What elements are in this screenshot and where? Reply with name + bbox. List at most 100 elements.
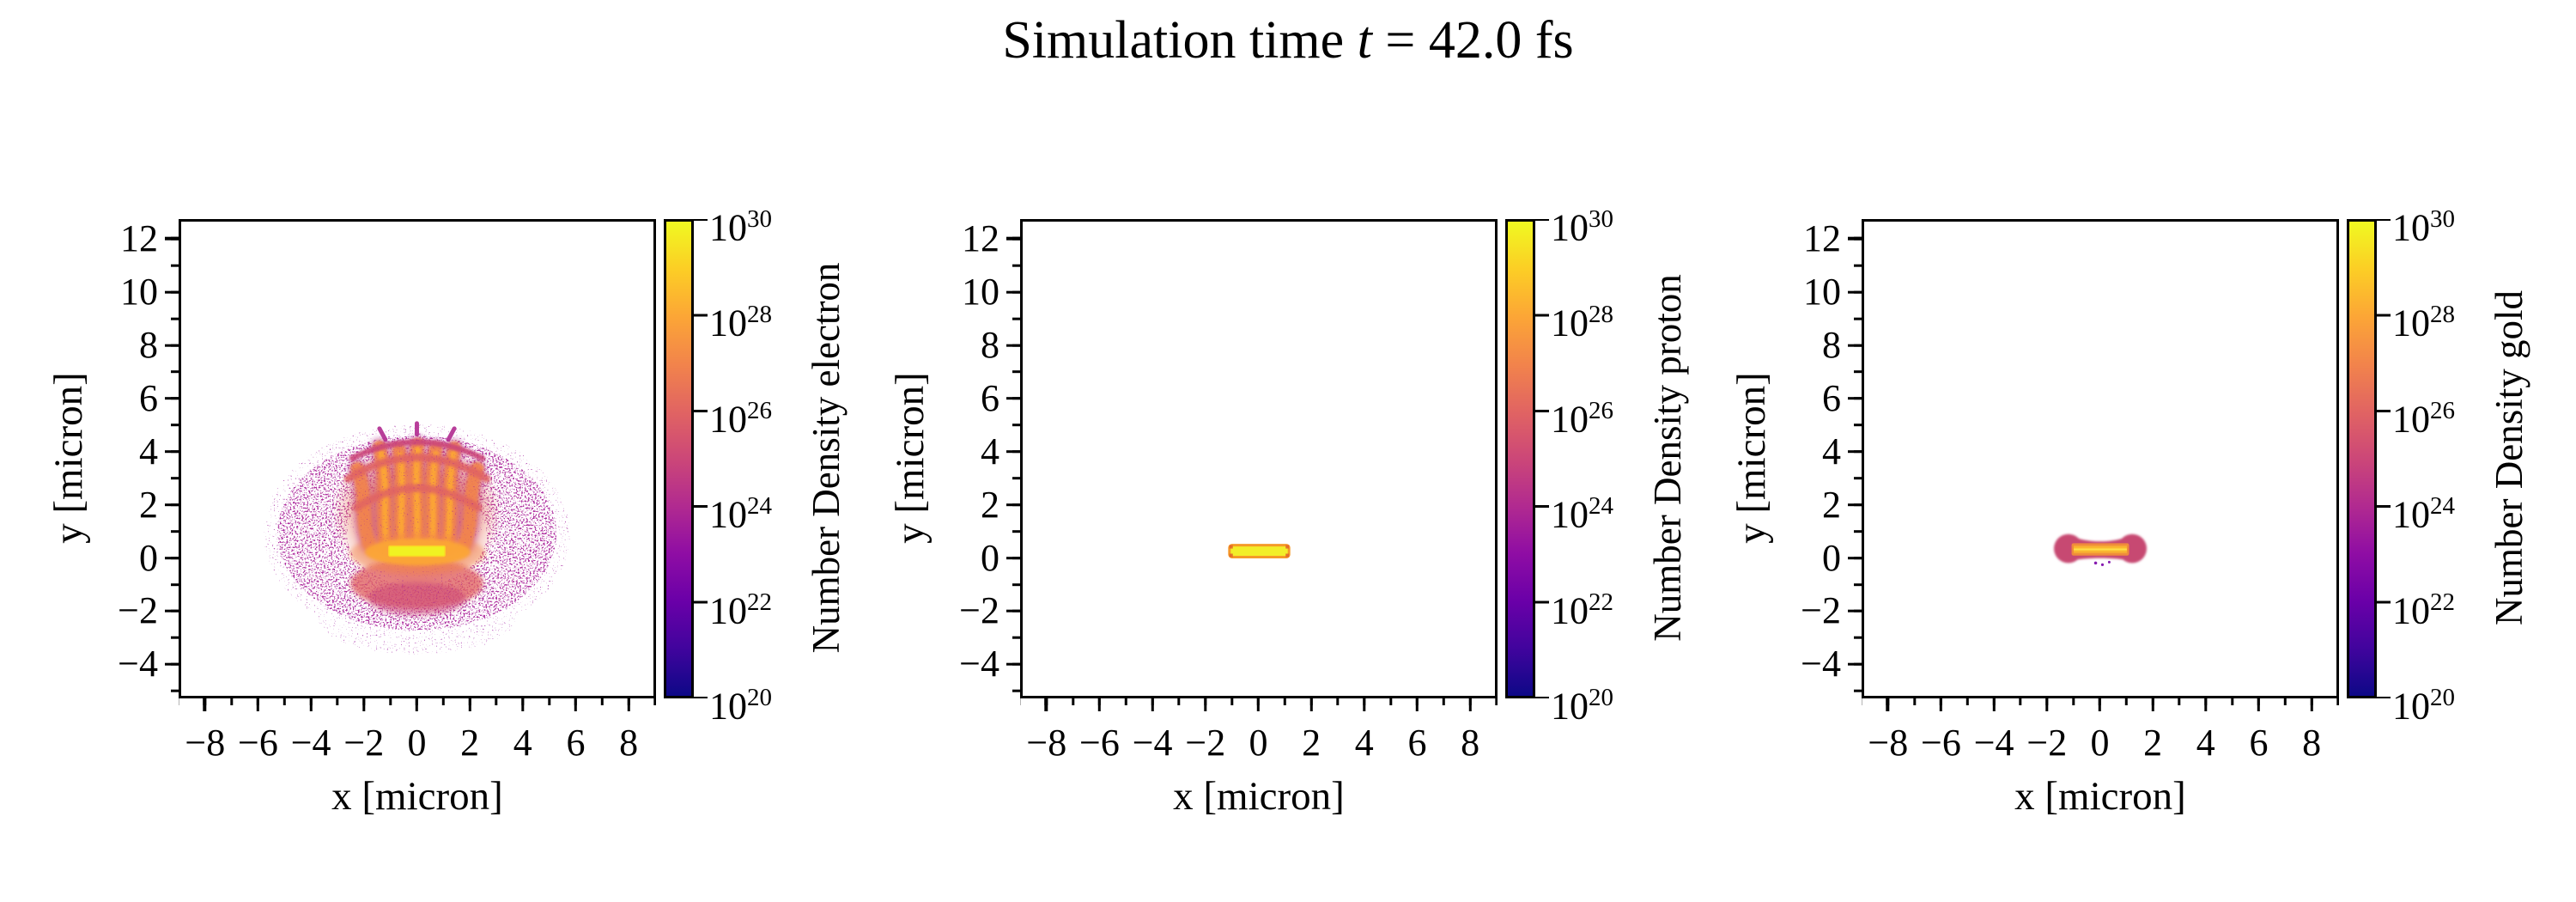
colorbar-tick-label: 1022	[2392, 588, 2455, 632]
y-tick-label: −2	[1801, 589, 1841, 632]
x-axis-label: x [micron]	[2014, 774, 2186, 819]
colorbar-tick-label: 1024	[709, 492, 772, 536]
colorbar-tick-label: 1030	[2392, 205, 2455, 249]
x-tick-label: 4	[1354, 722, 1374, 764]
colorbar-tick-label: 1022	[1551, 588, 1613, 632]
x-axis-minor-ticks	[1020, 698, 1498, 705]
y-tick-label: −4	[118, 643, 158, 686]
x-axis-minor-ticks	[179, 698, 656, 705]
x-tick-label: 4	[2196, 722, 2215, 764]
y-tick-label: 10	[962, 271, 999, 314]
y-axis-minor-ticks	[171, 219, 179, 698]
y-tick-label: −2	[959, 589, 999, 632]
x-tick-label: 0	[2090, 722, 2110, 764]
x-tick-label: −4	[290, 722, 331, 764]
colorbar-tick-label: 1026	[1551, 396, 1613, 441]
electron-target-bar	[349, 533, 486, 575]
panel-proton: y [micron] 12 10 8 6 4 2 0 −2 −4 −8 −6 −4 −2 0 2 4 6 8 x…	[841, 0, 1689, 902]
x-tick-label: 6	[2249, 722, 2269, 764]
colorbar-tick-label: 1022	[709, 588, 772, 632]
y-tick-label: 0	[1822, 536, 1841, 579]
y-tick-label: 8	[139, 323, 158, 366]
colorbar-tick-label: 1020	[709, 683, 772, 728]
x-tick-label: 0	[407, 722, 427, 764]
colorbar-ticks	[2377, 219, 2391, 698]
density-map-gold	[2053, 533, 2148, 566]
colorbar-ticks	[694, 219, 708, 698]
colorbar-tick-label: 1028	[1551, 301, 1613, 345]
x-tick-label: −6	[1921, 722, 1961, 764]
colorbar-label: Number Density proton	[1646, 274, 1689, 642]
y-tick-label: 2	[1822, 483, 1841, 526]
y-axis-minor-ticks	[1012, 219, 1020, 698]
colorbar-tick-label: 1020	[1551, 683, 1613, 728]
x-tick-label: 2	[2143, 722, 2163, 764]
x-tick-label: −2	[2026, 722, 2068, 764]
proton-target-bar	[1228, 544, 1291, 558]
x-tick-label: 8	[2302, 722, 2322, 764]
y-tick-label: 12	[962, 217, 999, 260]
y-tick-label: −4	[959, 643, 999, 686]
x-tick-label: 8	[1461, 722, 1480, 764]
colorbar-tick-labels: 1030 1028 1026 1024 1022 1020	[1551, 205, 1671, 728]
x-axis-tick-labels: −8 −6 −4 −2 0 2 4 6 8	[179, 720, 656, 768]
x-tick-label: −8	[1868, 722, 1909, 764]
y-tick-label: 8	[1822, 323, 1841, 366]
colorbar-tick-label: 1028	[2392, 301, 2455, 345]
x-tick-label: 2	[1302, 722, 1321, 764]
colorbar-tick-label: 1028	[709, 301, 772, 345]
x-tick-label: −6	[1079, 722, 1120, 764]
figure-title-pre: Simulation time	[1002, 11, 1358, 70]
y-tick-label: 0	[981, 536, 999, 579]
y-tick-label: 10	[120, 271, 158, 314]
colorbar-tick-label: 1026	[709, 396, 772, 441]
y-tick-label: 12	[1803, 217, 1841, 260]
y-tick-label: 4	[981, 430, 999, 472]
x-tick-label: 6	[566, 722, 586, 764]
colorbar-tick-label: 1024	[1551, 492, 1613, 536]
colorbar-gradient	[666, 222, 691, 696]
x-tick-label: 4	[513, 722, 532, 764]
electron-top-spikes	[377, 421, 457, 442]
x-tick-label: 8	[619, 722, 639, 764]
y-tick-label: 6	[139, 376, 158, 419]
x-tick-label: −8	[185, 722, 226, 764]
colorbar-ticks	[1535, 219, 1549, 698]
x-tick-label: −4	[1973, 722, 2014, 764]
y-axis-minor-ticks	[1854, 219, 1862, 698]
colorbar-tick-label: 1030	[1551, 205, 1613, 249]
y-tick-label: 10	[1803, 271, 1841, 314]
colorbar-tick-labels: 1030 1028 1026 1024 1022 1020	[2392, 205, 2512, 728]
x-tick-label: 0	[1249, 722, 1268, 764]
x-axis-label: x [micron]	[331, 774, 503, 819]
y-tick-label: −4	[1801, 643, 1841, 686]
x-tick-label: −2	[343, 722, 385, 764]
y-tick-label: 2	[981, 483, 999, 526]
y-tick-label: 0	[139, 536, 158, 579]
colorbar-tick-labels: 1030 1028 1026 1024 1022 1020	[709, 205, 829, 728]
electron-plume-speckle	[336, 427, 498, 619]
plot-frame	[1862, 219, 2339, 698]
y-tick-label: 4	[139, 430, 158, 472]
colorbar	[1505, 219, 1535, 698]
colorbar-label: Number Density gold	[2488, 290, 2530, 625]
x-axis-tick-labels: −8 −6 −4 −2 0 2 4 6 8	[1862, 720, 2339, 768]
y-tick-label: 2	[139, 483, 158, 526]
figure-title-variable: t	[1357, 11, 1372, 70]
y-tick-label: 4	[1822, 430, 1841, 472]
x-tick-label: −8	[1026, 722, 1067, 764]
panel-gold: y [micron] 12 10 8 6 4 2 0 −2 −4	[1683, 0, 2530, 902]
colorbar-gradient	[2349, 222, 2374, 696]
x-tick-label: 6	[1407, 722, 1427, 764]
y-tick-label: 8	[981, 323, 999, 366]
plot-frame	[179, 219, 656, 698]
figure-title-post: = 42.0 fs	[1371, 11, 1574, 70]
y-tick-label: 12	[120, 217, 158, 260]
gold-target-bar	[2071, 543, 2129, 556]
colorbar-label: Number Density electron	[805, 262, 848, 654]
x-axis-minor-ticks	[1862, 698, 2339, 705]
colorbar-tick-label: 1024	[2392, 492, 2455, 536]
colorbar-gradient	[1508, 222, 1533, 696]
y-tick-label: 6	[1822, 376, 1841, 419]
